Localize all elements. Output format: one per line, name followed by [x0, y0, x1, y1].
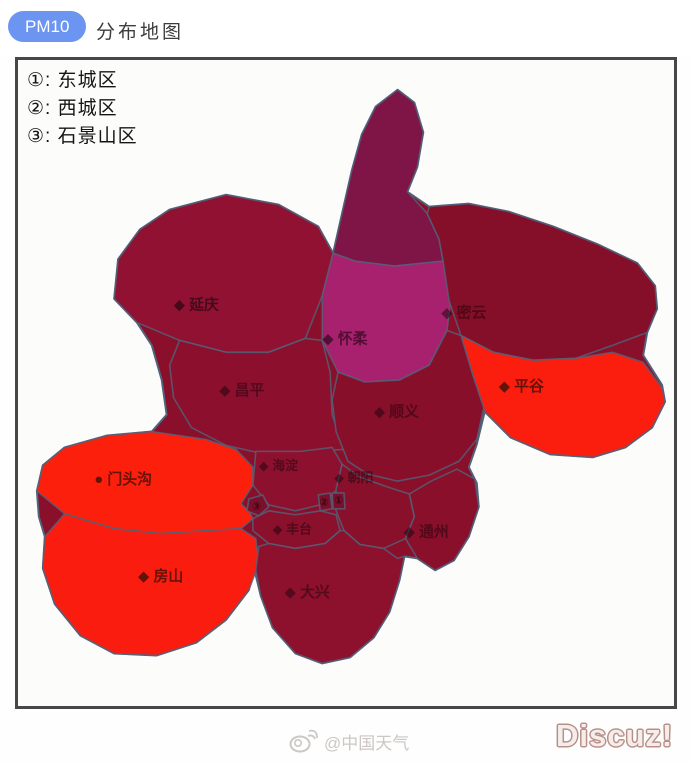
label-haidian: ◆ 海淀 — [259, 458, 298, 473]
district-xicheng — [317, 492, 333, 512]
label-fengtai: ◆ 丰台 — [273, 522, 312, 537]
label-yanqing: ◆ 延庆 — [174, 296, 219, 314]
mark-shijingshan: ③ — [252, 501, 261, 513]
legend-line-xicheng: ②: 西城区 — [27, 98, 118, 119]
district-shijingshan — [246, 494, 270, 517]
label-shunyi: ◆ 顺义 — [374, 403, 419, 421]
weibo-watermark: @中国天气 — [288, 723, 409, 759]
mark-xicheng: ② — [319, 497, 328, 509]
district-fangshan — [42, 512, 260, 657]
district-tongzhou — [404, 468, 480, 572]
district-pinggu — [460, 334, 666, 459]
header: PM10 分布地图 — [0, 0, 692, 56]
legend-line-dongcheng: ①: 东城区 — [27, 70, 118, 91]
label-tongzhou: ◆ 通州 — [403, 524, 448, 541]
discuz-watermark: Discuz! — [556, 718, 674, 753]
label-miyun: ◆ 密云 — [441, 304, 486, 322]
pm10-badge[interactable]: PM10 — [8, 11, 87, 42]
label-mentougou: ● 门头沟 — [94, 470, 152, 488]
weibo-watermark-text: @中国天气 — [324, 733, 410, 753]
label-changping: ◆ 昌平 — [219, 382, 264, 399]
district-shunyi — [331, 329, 485, 482]
weibo-logo-icon — [289, 729, 318, 753]
label-fangshan: ◆ 房山 — [138, 567, 183, 585]
map-panel: ①: 东城区 ②: 西城区 ③: 石景山区 — [15, 57, 677, 709]
district-huairou-north — [332, 88, 444, 267]
beijing-map: ◆ 延庆 ◆ 怀柔 ◆ 密云 ◆ 平谷 ◆ 昌平 ◆ 顺义 ● 门头沟 ◆ 海淀… — [35, 88, 667, 665]
district-mentougou — [36, 430, 254, 535]
map-legend: ①: 东城区 ②: 西城区 ③: 石景山区 — [27, 67, 138, 151]
label-pinggu: ◆ 平谷 — [499, 378, 544, 395]
district-daxing — [255, 529, 406, 665]
legend-line-shijingshan: ③: 石景山区 — [27, 126, 138, 147]
page-title: 分布地图 — [96, 22, 185, 43]
label-daxing: ◆ 大兴 — [285, 583, 330, 601]
mark-dongcheng: ① — [334, 495, 343, 507]
district-dongcheng — [331, 492, 346, 510]
label-huairou: ◆ 怀柔 — [322, 329, 367, 347]
label-chaoyang: ◆ 朝阳 — [334, 470, 373, 485]
